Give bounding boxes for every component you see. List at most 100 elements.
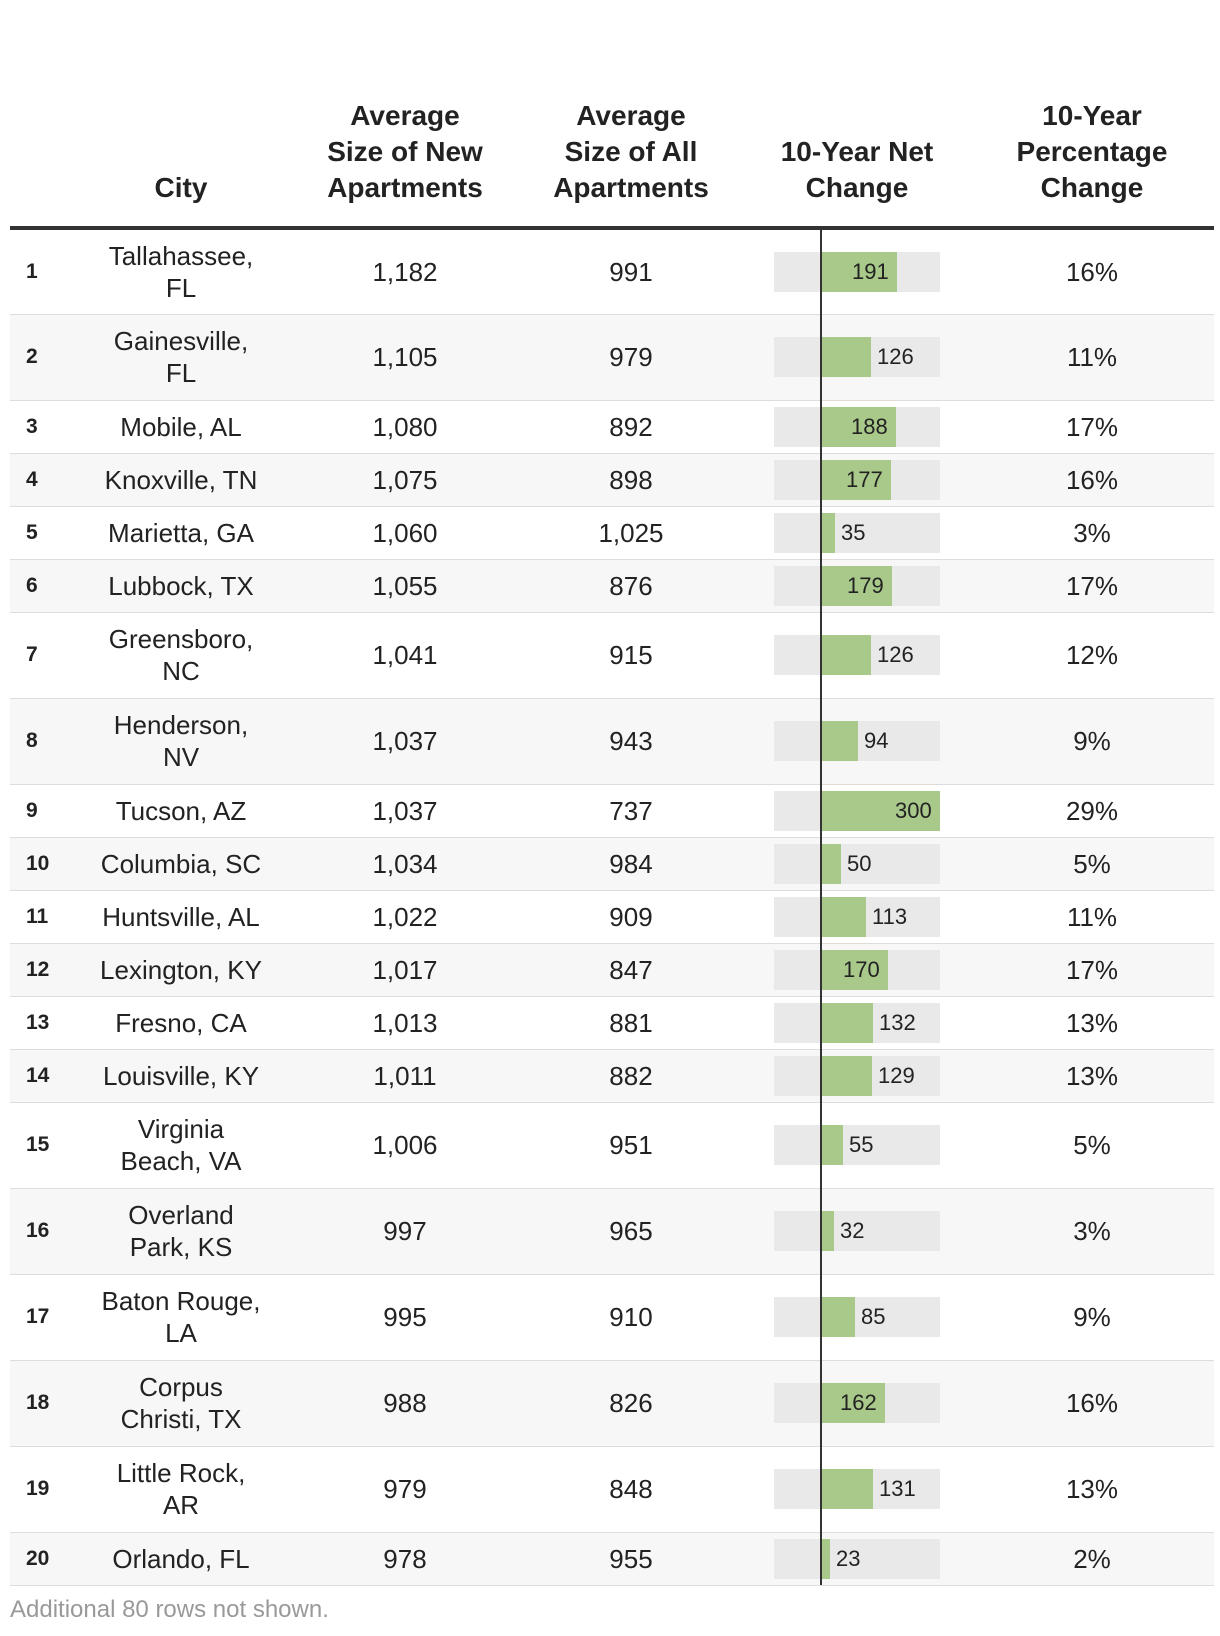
pct-change-cell: 3% (970, 506, 1214, 560)
net-change-cell: 179 (744, 559, 970, 613)
new-size-cell: 1,041 (292, 612, 518, 699)
city-name: Corpus Christi, TX (120, 1372, 242, 1434)
header-row: City Average Size of New Apartments Aver… (10, 0, 1214, 230)
pct-change-cell: 9% (970, 1274, 1214, 1361)
new-size-cell: 1,034 (292, 837, 518, 891)
net-change-bar-track: 191 (774, 251, 940, 292)
net-change-bar (821, 1055, 872, 1096)
net-change-bar-label: 35 (841, 519, 866, 545)
table-row: 1 Tallahassee, FL 1,182 991 191 16% (10, 228, 1214, 315)
rank-cell: 7 (10, 612, 70, 699)
city-cell: Lexington, KY (70, 943, 292, 997)
table-body: 1 Tallahassee, FL 1,182 991 191 16% 2 Gainesvil… (10, 228, 1214, 1586)
net-change-bar (821, 843, 841, 884)
net-change-bar-track: 126 (774, 337, 940, 377)
all-size-cell: 955 (518, 1532, 744, 1586)
pct-change-cell: 2% (970, 1532, 1214, 1586)
net-change-bar-label: 94 (864, 728, 889, 753)
net-change-bar-label: 179 (847, 572, 884, 598)
city-name: Tucson, AZ (115, 795, 247, 826)
net-change-bar (821, 459, 891, 500)
pct-change-cell: 3% (970, 1188, 1214, 1275)
all-size-cell: 848 (518, 1446, 744, 1533)
net-change-bar-label: 170 (843, 956, 880, 982)
city-name: Huntsville, AL (102, 901, 260, 932)
rank-cell: 12 (10, 943, 70, 997)
net-change-cell: 55 (744, 1102, 970, 1189)
all-size-cell: 737 (518, 784, 744, 838)
new-size-cell: 1,060 (292, 506, 518, 560)
net-change-cell: 85 (744, 1274, 970, 1361)
city-name: Tallahassee, FL (108, 240, 254, 303)
city-name: Virginia Beach, VA (120, 1114, 242, 1176)
pct-change-cell: 16% (970, 228, 1214, 315)
new-size-cell: 1,182 (292, 228, 518, 315)
net-change-bar (821, 251, 897, 292)
rank-cell: 1 (10, 228, 70, 315)
header-new-size-label: Average Size of New Apartments (327, 100, 483, 203)
table-row: 9 Tucson, AZ 1,037 737 300 29% (10, 784, 1214, 838)
new-size-cell: 995 (292, 1274, 518, 1361)
net-change-bar-label: 32 (840, 1218, 865, 1243)
pct-change-cell: 29% (970, 784, 1214, 838)
city-cell: Knoxville, TN (70, 453, 292, 507)
table-row: 13 Fresno, CA 1,013 881 132 13% (10, 996, 1214, 1050)
net-change-bar (821, 896, 866, 937)
header-all-size-label: Average Size of All Apartments (553, 100, 709, 203)
city-name: Louisville, KY (102, 1060, 260, 1091)
header-net-change-label: 10-Year Net Change (780, 136, 934, 203)
net-change-cell: 129 (744, 1049, 970, 1103)
net-change-cell: 162 (744, 1360, 970, 1447)
city-name: Mobile, AL (120, 411, 242, 442)
net-change-bar-track: 94 (774, 721, 940, 761)
all-size-cell: 876 (518, 559, 744, 613)
pct-change-cell: 12% (970, 612, 1214, 699)
city-name: Marietta, GA (108, 517, 254, 548)
table-row: 20 Orlando, FL 978 955 23 2% (10, 1532, 1214, 1586)
city-name: Greensboro, NC (108, 624, 254, 686)
city-name: Lubbock, TX (108, 570, 254, 601)
rank-cell: 15 (10, 1102, 70, 1189)
city-name: Columbia, SC (100, 848, 262, 879)
net-change-cell: 170 (744, 943, 970, 997)
net-change-bar-label: 126 (877, 344, 914, 369)
pct-change-cell: 5% (970, 1102, 1214, 1189)
new-size-cell: 978 (292, 1532, 518, 1586)
pct-change-cell: 5% (970, 837, 1214, 891)
net-change-cell: 126 (744, 612, 970, 699)
net-change-bar-track: 23 (774, 1538, 940, 1579)
net-change-bar-label: 177 (846, 466, 883, 492)
city-name: Gainesville, FL (113, 326, 249, 388)
net-change-bar (821, 512, 835, 553)
net-change-bar (821, 1469, 873, 1509)
header-all-size: Average Size of All Apartments (518, 0, 744, 230)
new-size-cell: 1,017 (292, 943, 518, 997)
pct-change-cell: 13% (970, 1446, 1214, 1533)
city-name: Overland Park, KS (128, 1200, 234, 1262)
header-pct-change: 10-Year Percentage Change (970, 0, 1214, 230)
all-size-cell: 826 (518, 1360, 744, 1447)
all-size-cell: 943 (518, 698, 744, 785)
city-cell: Marietta, GA (70, 506, 292, 560)
net-change-bar-track: 170 (774, 949, 940, 990)
city-cell: Columbia, SC (70, 837, 292, 891)
table-row: 18 Corpus Christi, TX 988 826 162 16% (10, 1360, 1214, 1447)
city-name: Henderson, NV (113, 710, 249, 772)
rank-cell: 14 (10, 1049, 70, 1103)
city-cell: Mobile, AL (70, 400, 292, 454)
net-change-cell: 32 (744, 1188, 970, 1275)
net-change-bar-label: 162 (840, 1390, 877, 1415)
footnote: Additional 80 rows not shown. (10, 1596, 329, 1623)
net-change-bar-label: 55 (849, 1132, 874, 1157)
pct-change-cell: 11% (970, 890, 1214, 944)
net-change-cell: 126 (744, 314, 970, 401)
net-change-bar-track: 188 (774, 406, 940, 447)
all-size-cell: 991 (518, 228, 744, 315)
city-cell: Lubbock, TX (70, 559, 292, 613)
new-size-cell: 979 (292, 1446, 518, 1533)
pct-change-cell: 16% (970, 453, 1214, 507)
pct-change-cell: 17% (970, 400, 1214, 454)
net-change-bar-label: 132 (879, 1009, 916, 1035)
net-change-bar (821, 790, 940, 831)
net-change-bar-label: 113 (872, 903, 908, 929)
